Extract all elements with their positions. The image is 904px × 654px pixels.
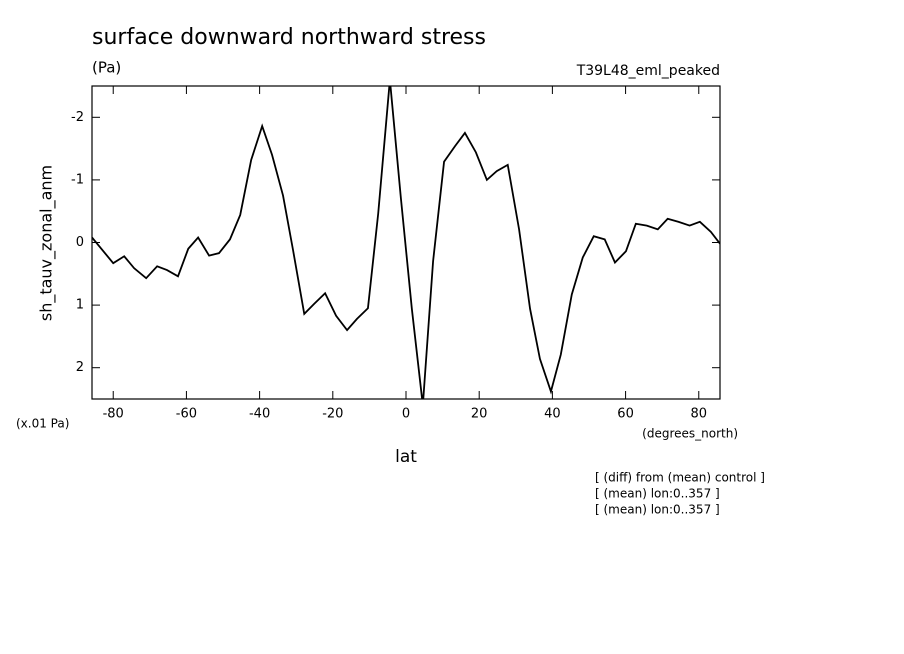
x-tick-label: -20 bbox=[322, 407, 343, 422]
x-tick-label: -60 bbox=[176, 407, 197, 422]
note: [ (mean) lon:0..357 ] bbox=[595, 487, 720, 501]
y-unit: (x.01 Pa) bbox=[16, 417, 69, 431]
x-tick-label: 60 bbox=[617, 407, 634, 422]
x-tick-label: 20 bbox=[471, 407, 488, 422]
chart-title: surface downward northward stress bbox=[92, 25, 486, 50]
x-tick-label: 40 bbox=[544, 407, 561, 422]
x-tick-label: 0 bbox=[402, 407, 410, 422]
y-tick-label: -2 bbox=[71, 110, 84, 125]
y-axis-label: sh_tauv_zonal_anm bbox=[37, 165, 57, 321]
x-tick-label: -40 bbox=[249, 407, 270, 422]
y-tick-label: 1 bbox=[76, 298, 84, 313]
y-tick-label: 0 bbox=[76, 235, 84, 250]
run-label: T39L48_eml_peaked bbox=[576, 63, 720, 79]
y-tick-label: 2 bbox=[76, 360, 84, 375]
data-line bbox=[92, 86, 720, 399]
note: [ (mean) lon:0..357 ] bbox=[595, 503, 720, 517]
y-tick-label: -1 bbox=[71, 172, 84, 187]
x-tick-label: -80 bbox=[103, 407, 124, 422]
subtitle: (Pa) bbox=[92, 59, 121, 77]
x-tick-label: 80 bbox=[691, 407, 708, 422]
note: [ (diff) from (mean) control ] bbox=[595, 471, 765, 485]
x-axis-label: lat bbox=[395, 447, 417, 467]
x-unit: (degrees_north) bbox=[642, 427, 738, 441]
